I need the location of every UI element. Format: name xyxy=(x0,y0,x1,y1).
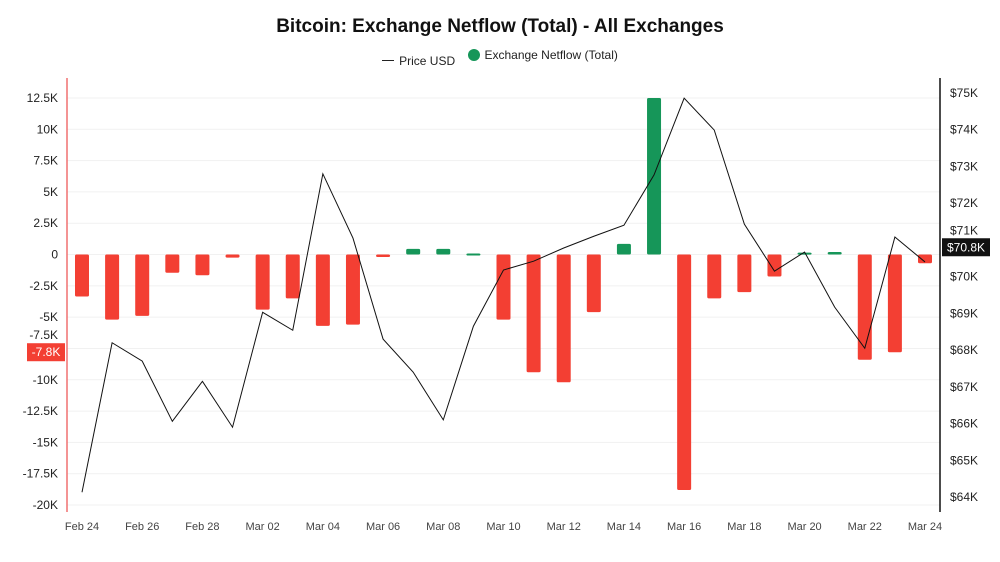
left-tick-label: 2.5K xyxy=(33,216,58,230)
x-tick-label: Mar 10 xyxy=(486,521,520,533)
left-tick-label: 12.5K xyxy=(27,91,58,105)
netflow-bar xyxy=(887,254,902,353)
right-tick-label: $68K xyxy=(950,343,978,357)
left-current-label: -7.8K xyxy=(32,345,61,359)
x-tick-label: Mar 20 xyxy=(787,521,821,533)
left-tick-label: -7.5K xyxy=(29,328,58,342)
netflow-bar xyxy=(526,254,541,373)
netflow-bar xyxy=(586,254,601,313)
netflow-bar xyxy=(75,254,89,297)
netflow-bar xyxy=(376,254,391,258)
chart-title: Bitcoin: Exchange Netflow (Total) - All … xyxy=(276,16,724,37)
netflow-bar xyxy=(827,252,842,255)
legend-label: Price USD xyxy=(399,53,456,68)
netflow-bar xyxy=(737,254,752,293)
netflow-bar xyxy=(616,243,631,255)
left-tick-label: 0 xyxy=(51,248,58,262)
netflow-bar xyxy=(345,254,360,325)
right-tick-label: $73K xyxy=(950,159,978,173)
dot-swatch-icon xyxy=(468,49,481,61)
right-tick-label: $65K xyxy=(950,453,978,467)
x-tick-label: Feb 24 xyxy=(65,521,99,533)
right-tick-label: $74K xyxy=(950,123,978,137)
right-tick-label: $67K xyxy=(950,380,978,394)
left-tick-label: 10K xyxy=(37,122,58,136)
left-tick-label: -15K xyxy=(33,435,58,449)
netflow-bar xyxy=(406,248,421,255)
price-line xyxy=(81,97,926,493)
netflow-bar xyxy=(315,254,330,326)
x-tick-label: Feb 26 xyxy=(125,521,159,533)
x-tick-label: Mar 18 xyxy=(727,521,761,533)
right-tick-label: $64K xyxy=(950,490,978,504)
legend-label: Exchange Netflow (Total) xyxy=(484,48,618,62)
x-tick-label: Mar 16 xyxy=(667,521,701,533)
netflow-bar xyxy=(918,254,932,264)
right-tick-label: $70K xyxy=(950,270,978,284)
legend-item-price[interactable]: Price USD xyxy=(382,54,455,68)
line-swatch-icon xyxy=(382,60,395,61)
right-current-badge xyxy=(942,238,990,257)
netflow-bar xyxy=(556,254,571,383)
x-tick-label: Mar 14 xyxy=(607,521,641,533)
x-tick-label: Mar 12 xyxy=(547,521,581,533)
left-tick-label: -12.5K xyxy=(23,404,58,418)
x-tick-label: Mar 24 xyxy=(908,521,942,533)
left-tick-label: -10K xyxy=(33,373,58,387)
netflow-bar xyxy=(255,254,270,310)
netflow-bar xyxy=(165,254,180,273)
right-tick-label: $66K xyxy=(950,417,978,431)
netflow-bar xyxy=(285,254,300,299)
netflow-bar xyxy=(767,254,782,277)
left-tick-label: 7.5K xyxy=(33,154,58,168)
netflow-bar xyxy=(496,254,511,320)
netflow-bar xyxy=(135,254,150,316)
x-tick-label: Mar 02 xyxy=(246,521,280,533)
left-tick-label: -20K xyxy=(33,498,58,512)
netflow-bar xyxy=(105,254,120,320)
netflow-bar xyxy=(857,254,872,360)
left-current-badge xyxy=(27,343,65,362)
netflow-bar xyxy=(647,98,662,255)
x-tick-label: Mar 22 xyxy=(848,521,882,533)
right-tick-label: $75K xyxy=(950,86,978,100)
legend-item-netflow[interactable]: Exchange Netflow (Total) xyxy=(468,48,618,62)
netflow-bar xyxy=(466,253,481,256)
right-tick-label: $69K xyxy=(950,306,978,320)
left-tick-label: -17.5K xyxy=(23,467,58,481)
right-current-label: $70.8K xyxy=(947,240,985,254)
netflow-bar xyxy=(436,248,451,255)
x-tick-label: Mar 06 xyxy=(366,521,400,533)
x-tick-label: Mar 04 xyxy=(306,521,340,533)
left-tick-label: -5K xyxy=(39,310,58,324)
right-tick-label: $72K xyxy=(950,196,978,210)
left-tick-label: -2.5K xyxy=(29,279,58,293)
netflow-bar xyxy=(707,254,722,299)
netflow-bar xyxy=(225,254,240,258)
x-tick-label: Feb 28 xyxy=(185,521,219,533)
netflow-bar xyxy=(677,254,692,490)
netflow-bar xyxy=(195,254,210,276)
x-tick-label: Mar 08 xyxy=(426,521,460,533)
legend: Price USD Exchange Netflow (Total) xyxy=(0,48,1000,68)
left-tick-label: 5K xyxy=(43,185,58,199)
right-tick-label: $71K xyxy=(950,223,978,237)
